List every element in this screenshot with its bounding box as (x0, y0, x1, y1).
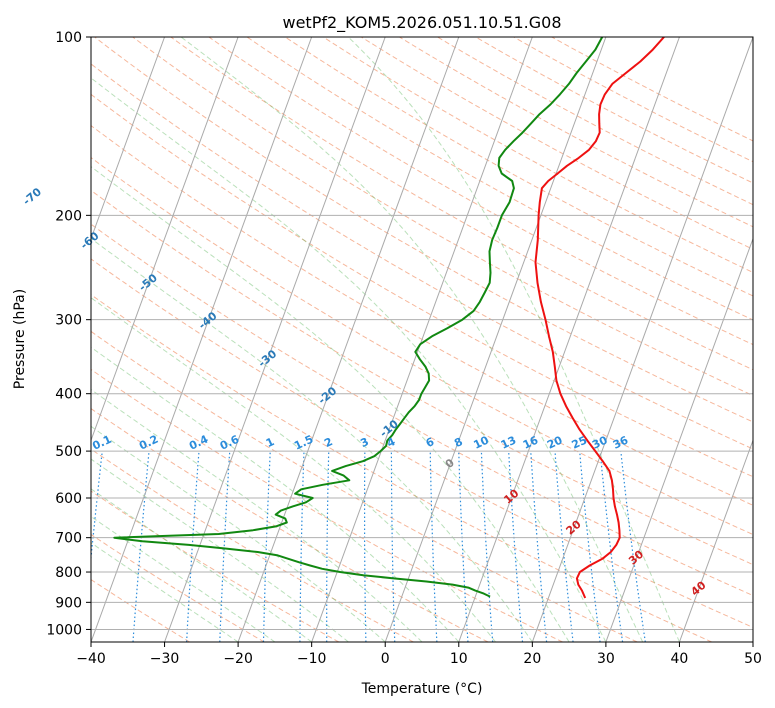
y-tick-label: 100 (55, 30, 82, 46)
x-axis: −40 −30 −20 −10 0 10 20 30 40 50 (76, 642, 762, 667)
y-tick-label: 400 (55, 387, 82, 403)
dry-adiabat-line (91, 63, 753, 450)
mixing-ratio-line (508, 451, 524, 642)
isotherm-line (458, 37, 680, 642)
dry-adiabat-line (91, 93, 753, 478)
x-tick-label: 40 (671, 651, 689, 667)
y-tick-label: 300 (55, 313, 82, 329)
plot-frame (90, 36, 754, 643)
dry-adiabat-line (91, 124, 753, 506)
sounding-line (534, 37, 665, 599)
dry-adiabat-line (91, 223, 753, 597)
y-tick-label: 800 (55, 565, 82, 581)
dry-adiabat-line (246, 37, 753, 321)
y-tick-label: 200 (55, 208, 82, 224)
mixing-ratio-line (530, 451, 548, 642)
x-tick-label: −40 (76, 651, 106, 667)
isotherm-line (384, 37, 607, 642)
mixing-ratio-label: 13 (499, 434, 518, 452)
mixing-ratio-line (579, 451, 601, 642)
sounding-line (113, 37, 604, 598)
x-tick-label: −10 (297, 651, 327, 667)
isotherm-line (91, 37, 313, 642)
x-axis-label: Temperature (°C) (361, 681, 483, 697)
x-tick-label: 0 (381, 651, 390, 667)
x-tick-label: −20 (223, 651, 253, 667)
y-tick-label: 900 (55, 595, 82, 611)
mixing-ratio-line (554, 451, 574, 642)
moist-adiabat-line (91, 166, 570, 642)
mixing-ratio-line (620, 451, 646, 642)
background-lines (91, 37, 753, 642)
moist-adiabat-line (91, 458, 349, 642)
moist-adiabat-line (91, 77, 607, 642)
y-tick-label: 600 (55, 491, 82, 507)
dry-adiabat-line (284, 37, 753, 297)
y-tick-label: 500 (55, 444, 82, 460)
isotherm-line (164, 37, 386, 642)
mixing-ratio-line (599, 451, 624, 642)
isotherm-line (237, 37, 460, 642)
mixing-ratio-label: 25 (570, 434, 589, 452)
dry-adiabat-line (208, 37, 753, 346)
dry-adiabat-line (91, 294, 712, 642)
moist-adiabat-line (91, 425, 386, 642)
dry-adiabat-line (91, 533, 265, 642)
mixing-ratio-label: 36 (611, 433, 631, 451)
moist-adiabat-line (180, 37, 644, 642)
moist-adiabat-line (91, 515, 276, 642)
isotherm-line (91, 37, 166, 241)
isotherm-line (678, 438, 753, 642)
chart-title: wetPf2_KOM5.2026.051.10.51.G08 (282, 13, 561, 33)
data-series (113, 37, 665, 599)
y-tick-label: 1000 (46, 622, 82, 638)
y-axis: 1000 900 800 700 600 500 400 300 200 100 (46, 30, 91, 638)
moist-adiabat-line (347, 37, 680, 642)
isotherm-line (605, 237, 753, 642)
mixing-ratio-label: 30 (590, 433, 610, 451)
isotherm-line (531, 37, 753, 642)
mixing-ratio-label: 20 (545, 433, 565, 451)
moist-adiabat-line (91, 346, 460, 642)
dry-adiabat-line (91, 407, 489, 642)
x-tick-label: 30 (597, 651, 615, 667)
mixing-ratio-label: 10 (472, 433, 492, 451)
y-axis-label: Pressure (hPa) (12, 289, 28, 389)
mixing-ratio-line (91, 451, 103, 564)
x-tick-label: 50 (744, 651, 762, 667)
y-tick-label: 700 (55, 531, 82, 547)
dry-adiabat-line (91, 330, 638, 642)
x-tick-label: −30 (150, 651, 180, 667)
dry-adiabat-line (91, 368, 563, 642)
dry-adiabat-line (94, 37, 753, 423)
mixing-ratio-label: 16 (521, 433, 541, 451)
x-tick-label: 10 (450, 651, 468, 667)
x-tick-label: 20 (523, 651, 541, 667)
moist-adiabat-line (91, 542, 239, 642)
isotherm-line (91, 37, 239, 442)
isotherm-line (311, 37, 533, 642)
